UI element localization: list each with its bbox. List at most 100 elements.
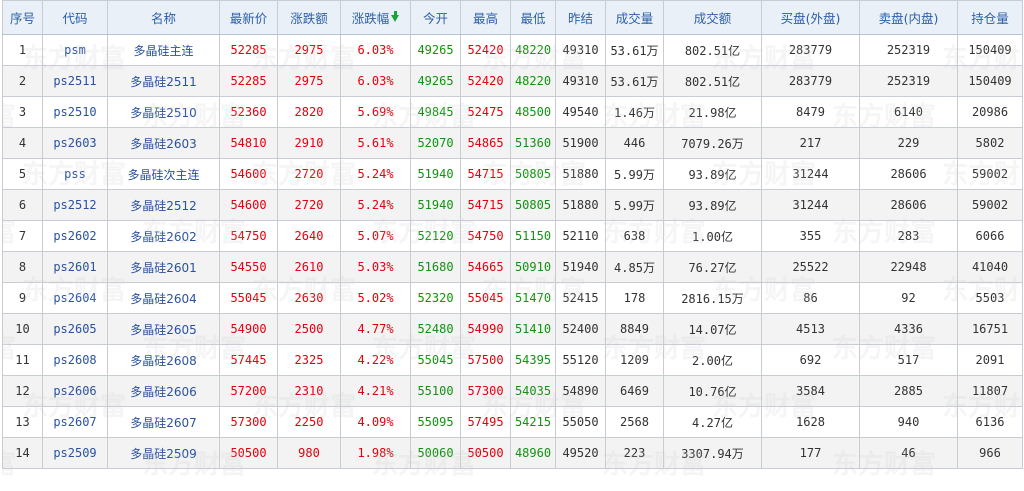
cell-change-pct: 6.03% (340, 65, 411, 97)
cell-name[interactable]: 多晶硅2511 (107, 65, 220, 97)
table-row[interactable]: 9 ps2604 多晶硅2604 55045 2630 5.02% 52320 55045 51… (2, 282, 1023, 314)
col-header-buy-volume[interactable]: 买盘(外盘) (761, 0, 860, 35)
col-header-last-price[interactable]: 最新价 (219, 0, 278, 35)
cell-index: 10 (2, 313, 43, 345)
col-header-low[interactable]: 最低 (510, 0, 556, 35)
cell-sell-volume: 22948 (859, 251, 958, 283)
cell-code[interactable]: ps2606 (42, 375, 108, 407)
cell-name[interactable]: 多晶硅2512 (107, 189, 220, 221)
col-header-open-interest[interactable]: 持仓量 (957, 0, 1023, 35)
cell-code[interactable]: ps2607 (42, 406, 108, 438)
cell-sell-volume: 229 (859, 127, 958, 159)
cell-code[interactable]: ps2509 (42, 437, 108, 469)
table-row[interactable]: 6 ps2512 多晶硅2512 54600 2720 5.24% 51940 54715 50… (2, 189, 1023, 221)
col-header-name[interactable]: 名称 (107, 0, 220, 35)
cell-name[interactable]: 多晶硅2603 (107, 127, 220, 159)
cell-name[interactable]: 多晶硅2607 (107, 406, 220, 438)
col-header-sell-volume[interactable]: 卖盘(内盘) (859, 0, 958, 35)
cell-change: 2610 (277, 251, 341, 283)
col-header-code[interactable]: 代码 (42, 0, 108, 35)
cell-prev-settle: 49310 (555, 65, 606, 97)
cell-change-pct: 1.98% (340, 437, 411, 469)
cell-name[interactable]: 多晶硅2608 (107, 344, 220, 376)
cell-name[interactable]: 多晶硅2601 (107, 251, 220, 283)
cell-index: 2 (2, 65, 43, 97)
cell-name[interactable]: 多晶硅2604 (107, 282, 220, 314)
cell-turnover: 1.00亿 (663, 220, 762, 252)
cell-last-price: 55045 (219, 282, 278, 314)
col-header-turnover[interactable]: 成交额 (663, 0, 762, 35)
cell-name[interactable]: 多晶硅次主连 (107, 158, 220, 190)
cell-turnover: 93.89亿 (663, 158, 762, 190)
cell-sell-volume: 28606 (859, 158, 958, 190)
cell-low: 48220 (510, 65, 556, 97)
cell-code[interactable]: pss (42, 158, 108, 190)
cell-code[interactable]: ps2511 (42, 65, 108, 97)
cell-code[interactable]: ps2602 (42, 220, 108, 252)
table-row[interactable]: 2 ps2511 多晶硅2511 52285 2975 6.03% 49265 52420 48… (2, 65, 1023, 97)
cell-name[interactable]: 多晶硅2509 (107, 437, 220, 469)
cell-name[interactable]: 多晶硅2606 (107, 375, 220, 407)
cell-sell-volume: 252319 (859, 34, 958, 66)
table-row[interactable]: 4 ps2603 多晶硅2603 54810 2910 5.61% 52070 54865 51… (2, 127, 1023, 159)
cell-index: 5 (2, 158, 43, 190)
cell-open-interest: 11807 (957, 375, 1023, 407)
col-header-index[interactable]: 序号 (2, 0, 43, 35)
cell-volume: 178 (605, 282, 664, 314)
cell-turnover: 93.89亿 (663, 189, 762, 221)
cell-low: 50910 (510, 251, 556, 283)
cell-open-interest: 20986 (957, 96, 1023, 128)
cell-name[interactable]: 多晶硅2510 (107, 96, 220, 128)
cell-low: 51360 (510, 127, 556, 159)
table-row[interactable]: 13 ps2607 多晶硅2607 57300 2250 4.09% 55095 57495 5… (2, 406, 1023, 438)
cell-code[interactable]: ps2601 (42, 251, 108, 283)
table-row[interactable]: 8 ps2601 多晶硅2601 54550 2610 5.03% 51680 54665 50… (2, 251, 1023, 283)
table-row[interactable]: 14 ps2509 多晶硅2509 50500 980 1.98% 50060 50500 48… (2, 437, 1023, 469)
cell-change: 2720 (277, 158, 341, 190)
cell-change: 2250 (277, 406, 341, 438)
cell-code[interactable]: ps2510 (42, 96, 108, 128)
cell-volume: 2568 (605, 406, 664, 438)
futures-quote-panel: 序号 代码 名称 最新价 涨跌额 涨跌幅 今开 最高 最低 昨结 成交量 成交额… (2, 0, 1023, 480)
cell-name[interactable]: 多晶硅2605 (107, 313, 220, 345)
table-row[interactable]: 1 psm 多晶硅主连 52285 2975 6.03% 49265 52420 48220 49… (2, 34, 1023, 66)
cell-volume: 6469 (605, 375, 664, 407)
cell-change-pct: 5.02% (340, 282, 411, 314)
cell-low: 50805 (510, 189, 556, 221)
cell-high: 57300 (460, 375, 511, 407)
cell-buy-volume: 283779 (761, 65, 860, 97)
cell-code[interactable]: psm (42, 34, 108, 66)
cell-open-interest: 6136 (957, 406, 1023, 438)
table-row[interactable]: 12 ps2606 多晶硅2606 57200 2310 4.21% 55100 57300 5… (2, 375, 1023, 407)
table-row[interactable]: 10 ps2605 多晶硅2605 54900 2500 4.77% 52480 54990 5… (2, 313, 1023, 345)
cell-name[interactable]: 多晶硅2602 (107, 220, 220, 252)
cell-code[interactable]: ps2605 (42, 313, 108, 345)
cell-sell-volume: 46 (859, 437, 958, 469)
col-header-change-pct[interactable]: 涨跌幅 (340, 0, 411, 35)
col-header-prev-settle[interactable]: 昨结 (555, 0, 606, 35)
table-row[interactable]: 3 ps2510 多晶硅2510 52360 2820 5.69% 49845 52475 48… (2, 96, 1023, 128)
cell-code[interactable]: ps2603 (42, 127, 108, 159)
cell-change: 2820 (277, 96, 341, 128)
table-row[interactable]: 7 ps2602 多晶硅2602 54750 2640 5.07% 52120 54750 51… (2, 220, 1023, 252)
cell-code[interactable]: ps2512 (42, 189, 108, 221)
cell-turnover: 7079.26万 (663, 127, 762, 159)
cell-last-price: 50500 (219, 437, 278, 469)
cell-volume: 223 (605, 437, 664, 469)
col-header-volume[interactable]: 成交量 (605, 0, 664, 35)
table-row[interactable]: 11 ps2608 多晶硅2608 57445 2325 4.22% 55045 57500 5… (2, 344, 1023, 376)
cell-low: 51410 (510, 313, 556, 345)
cell-change-pct: 5.69% (340, 96, 411, 128)
cell-code[interactable]: ps2608 (42, 344, 108, 376)
cell-high: 54715 (460, 158, 511, 190)
cell-name[interactable]: 多晶硅主连 (107, 34, 220, 66)
col-header-high[interactable]: 最高 (460, 0, 511, 35)
cell-open: 50060 (410, 437, 461, 469)
col-header-change[interactable]: 涨跌额 (277, 0, 341, 35)
cell-buy-volume: 31244 (761, 158, 860, 190)
col-header-open[interactable]: 今开 (410, 0, 461, 35)
cell-low: 48960 (510, 437, 556, 469)
cell-code[interactable]: ps2604 (42, 282, 108, 314)
table-row[interactable]: 5 pss 多晶硅次主连 54600 2720 5.24% 51940 54715 50805 5… (2, 158, 1023, 190)
cell-turnover: 76.27亿 (663, 251, 762, 283)
